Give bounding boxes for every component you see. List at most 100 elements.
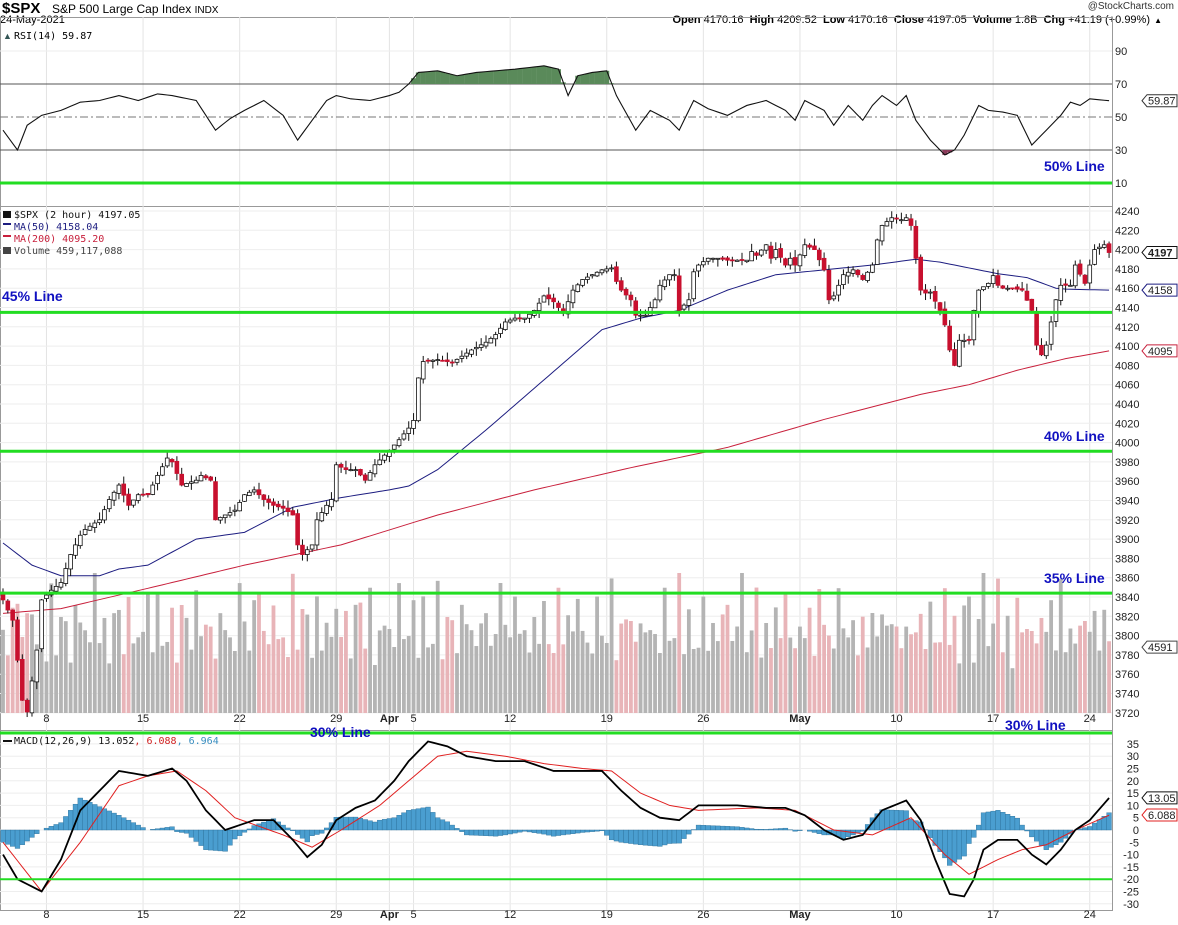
x-axis-label: 22	[234, 909, 246, 921]
candle-body	[691, 271, 696, 300]
green-line-label: 40% Line	[1044, 428, 1105, 444]
macd-histogram-bar	[642, 829, 648, 846]
rsi-tick-label: 30	[1115, 145, 1127, 157]
x-axis-label: 10	[890, 909, 902, 921]
volume-bar	[131, 643, 136, 713]
candle	[449, 359, 455, 367]
candle-body	[1048, 321, 1054, 345]
volume-bar	[604, 643, 609, 713]
candle-body	[1097, 246, 1102, 249]
volume-bar	[310, 657, 315, 713]
candle	[150, 481, 156, 496]
volume-bar	[474, 646, 479, 713]
candle	[348, 463, 354, 472]
macd-histogram-bar	[222, 829, 228, 852]
candle-body	[918, 256, 923, 291]
candle	[507, 317, 513, 324]
volume-bar	[619, 623, 624, 713]
candle	[802, 238, 808, 259]
macd-histogram-bar	[285, 827, 291, 831]
volume-bar	[450, 620, 455, 713]
candle	[932, 285, 938, 309]
volume-bar	[1068, 628, 1073, 713]
macd-histogram-bar	[227, 829, 233, 846]
candle-body	[701, 261, 706, 266]
volume-bar	[203, 624, 208, 713]
volume-bar	[30, 614, 34, 713]
macd-histogram-bar	[536, 829, 542, 834]
macd-histogram-bar	[608, 829, 615, 841]
volume-bar	[455, 653, 459, 713]
candle	[730, 256, 735, 267]
volume-bar	[1063, 652, 1068, 713]
candle-body	[1015, 286, 1020, 290]
price-tick-label: 3960	[1115, 476, 1139, 488]
volume-bar	[571, 631, 575, 713]
candle-body	[792, 257, 798, 266]
volume-bar	[537, 643, 542, 713]
volume-bar	[952, 615, 957, 713]
rsi-icon: ▲	[3, 31, 12, 41]
candle-body	[179, 473, 185, 486]
candle-body	[425, 359, 431, 362]
candle	[623, 287, 629, 300]
candle-body	[478, 344, 484, 348]
candle	[966, 335, 972, 345]
candle	[889, 211, 895, 229]
macd-histogram-bar	[570, 829, 576, 834]
candle	[556, 300, 561, 313]
candle-body	[787, 257, 793, 266]
candle	[145, 492, 151, 498]
candle	[850, 266, 856, 277]
volume-bar	[769, 648, 773, 713]
candle-body	[522, 317, 527, 320]
candle-body	[599, 269, 605, 274]
volume-bar	[575, 598, 580, 713]
volume-bar	[319, 650, 324, 713]
candle	[1087, 259, 1093, 289]
candle	[1068, 279, 1073, 287]
macd-histogram-bar	[541, 829, 547, 835]
volume-bar	[614, 660, 619, 713]
volume-bar	[580, 630, 585, 713]
candle	[261, 494, 267, 507]
volume-bar	[947, 644, 952, 713]
legend-swatch-icon	[3, 247, 11, 254]
candle	[10, 609, 15, 627]
volume-bar	[942, 588, 947, 713]
candle	[102, 505, 107, 524]
macd-histogram-bar	[898, 810, 904, 831]
candle	[82, 524, 88, 536]
candle-body	[952, 349, 957, 366]
price-tick-label: 3760	[1115, 669, 1139, 681]
macd-histogram-bar	[497, 829, 504, 836]
macd-histogram-bar	[96, 806, 103, 831]
macd-histogram-bar	[666, 829, 673, 844]
macd-histogram-bar	[517, 829, 523, 833]
volume-bar	[542, 601, 546, 713]
macd-histogram-bar	[502, 829, 508, 836]
macd-histogram-bar	[391, 817, 397, 831]
candle	[309, 544, 315, 552]
candle	[483, 335, 489, 349]
volume-bar	[261, 630, 266, 713]
candle	[440, 355, 445, 362]
price-legend-1: MA(50) 4158.04	[14, 222, 98, 233]
candle	[618, 277, 624, 293]
candle-body	[565, 301, 571, 315]
macd-tag-macd	[1141, 791, 1178, 805]
volume-bar	[798, 626, 802, 713]
candle	[333, 461, 339, 503]
volume-bar	[725, 604, 730, 713]
volume-bar	[416, 657, 421, 713]
volume-bar	[232, 651, 237, 713]
price-tick-label: 3980	[1115, 457, 1139, 469]
candle-body	[749, 251, 754, 262]
candle-body	[947, 325, 952, 351]
volume-bar	[720, 614, 725, 713]
volume-bar	[711, 623, 715, 713]
candle-body	[710, 257, 716, 260]
volume-bar	[1092, 610, 1097, 713]
candle	[1043, 341, 1049, 359]
